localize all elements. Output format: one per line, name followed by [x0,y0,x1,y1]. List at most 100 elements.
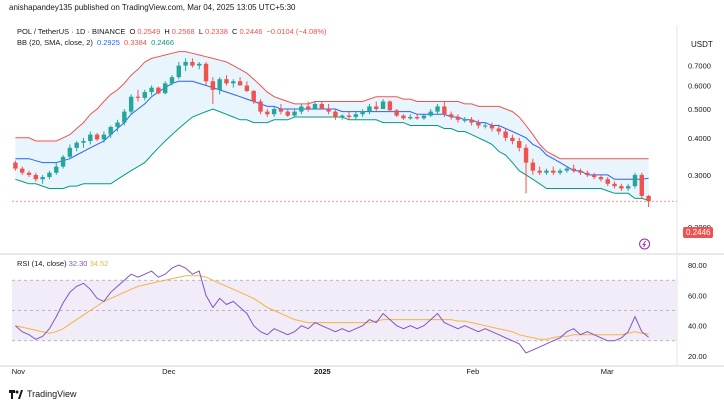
bb-lower-line [15,108,649,201]
bb-lower-value: 0.2466 [151,38,175,47]
currency-label: USDT [691,40,713,49]
brand-name: TradingView [27,389,77,399]
candle-body [435,106,440,112]
candle-body [244,85,250,91]
candle-body [639,174,644,196]
rsi-tick-label: 40.00 [688,322,707,331]
bb-basis-line [15,80,649,180]
candle-body [60,156,66,167]
candle-body [224,79,229,84]
price-tick-label: 0.4000 [688,134,711,143]
high-label: H [164,27,170,36]
price-tick-label: 0.6000 [688,81,711,90]
candle-body [142,92,147,98]
candle-body [197,63,202,66]
candle-body [448,114,454,117]
candle-body [271,109,277,115]
candle-body [20,168,25,173]
candle-body [156,87,161,94]
candle-body [360,111,365,115]
tradingview-brand[interactable]: TradingView [9,389,77,399]
candle-body [462,119,467,121]
rsi-tick-label: 60.00 [688,291,707,300]
candle-body [190,61,195,66]
candle-body [162,83,168,94]
candle-body [115,122,120,127]
candle-body [571,168,576,171]
candle-body [67,147,73,157]
candle-body [598,177,604,180]
candle-body [523,147,529,163]
price-tick-label: 0.7000 [688,62,711,71]
candle-body [40,177,45,180]
candle-body [530,162,536,171]
bb-upper-value: 0.3384 [124,38,147,47]
symbol-name: POL / TetherUS · 1D · BINANCE [17,27,126,36]
x-tick-label: Nov [12,367,26,376]
bb-fill [15,51,649,201]
candle-body [442,106,447,115]
open-label: O [129,27,136,36]
candle-body [353,114,359,117]
candle-body [564,168,570,171]
close-value: 0.2446 [239,27,263,36]
candle-body [299,106,304,112]
candle-body [231,81,236,84]
x-tick-label: Dec [162,367,176,376]
x-tick-label: Feb [466,367,479,376]
candle-body [33,174,39,180]
candle-body [625,186,631,189]
candle-body [217,79,222,90]
candle-body [81,141,86,143]
candle-body [374,106,379,110]
candle-body [482,125,488,127]
candle-body [387,101,393,111]
candle-body [605,179,610,184]
candle-body [346,115,352,117]
candle-body [13,162,18,169]
candle-body [619,186,624,189]
candle-body [54,166,59,173]
candle-body [469,119,474,123]
candle-body [428,111,433,116]
candle-body [551,170,556,173]
rsi-label: RSI (14, close) [17,259,67,268]
high-value: 0.2568 [171,27,195,36]
candle-body [237,81,243,86]
candle-body [258,101,263,112]
rsi-ma-value: 34.52 [89,259,109,268]
candle-body [278,109,284,112]
candle-body [251,90,256,102]
candle-body [210,81,216,90]
lightning-icon [639,238,651,250]
candle-body [149,87,154,93]
candle-body [312,103,318,110]
candle-body [340,115,345,117]
bb-upper-line [15,51,649,160]
open-value: 0.2549 [137,27,161,36]
candle-body [408,116,413,119]
candle-body [455,116,461,120]
candle-body [101,134,107,140]
candle-body [585,172,590,175]
x-tick-label: 2025 [314,367,331,376]
candle-body [128,96,134,112]
candle-body [74,142,79,148]
change-value: −0.0104 (−4.08%) [266,27,327,36]
candle-body [503,131,508,138]
price-tick-label: 0.5000 [688,105,711,114]
tradingview-logo-icon [9,389,23,399]
close-label: C [232,27,238,36]
candle-body [591,174,597,178]
lightning-bolt [642,240,646,248]
candle-body [401,115,406,119]
candle-body [94,134,100,140]
candle-body [265,111,270,115]
rsi-ma-line [15,275,649,340]
publish-line: anishapandey135 published on TradingView… [9,3,296,12]
candle-body [489,125,495,129]
candle-body [510,137,515,142]
candle-body [176,65,182,78]
